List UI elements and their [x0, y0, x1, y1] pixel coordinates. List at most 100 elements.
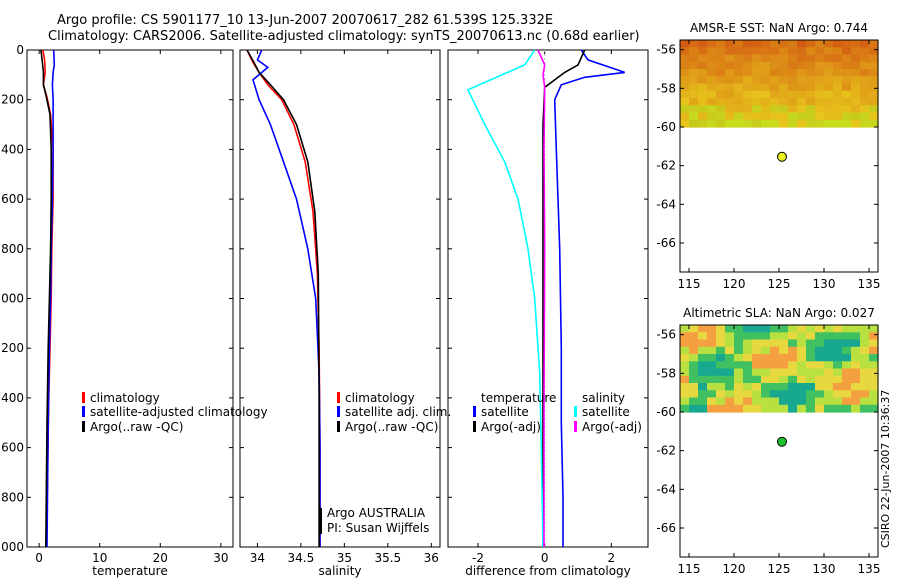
map-field-cell: [797, 375, 807, 384]
map-field-cell: [743, 346, 753, 355]
map-field-cell: [761, 112, 771, 121]
map-field-cell: [770, 361, 780, 370]
map-field-cell: [869, 40, 879, 48]
map-field-cell: [842, 397, 852, 406]
map-field-cell: [851, 368, 861, 377]
map-field-cell: [752, 397, 762, 406]
map-field-cell: [833, 83, 843, 92]
map-field-cell: [689, 339, 699, 348]
map-field-cell: [752, 76, 762, 85]
map-field-cell: [797, 112, 807, 121]
map-field-cell: [725, 90, 735, 99]
map-field-cell: [797, 69, 807, 77]
map-field-cell: [797, 61, 807, 70]
map-field-cell: [824, 383, 834, 391]
map-field-cell: [725, 332, 735, 341]
map-field-cell: [716, 361, 726, 370]
map-field-cell: [725, 112, 735, 121]
map-field-cell: [770, 83, 780, 92]
map-field-cell: [716, 332, 726, 341]
map-field-cell: [788, 61, 798, 70]
y-tick-label: -62: [656, 159, 676, 173]
map-field-cell: [680, 361, 690, 370]
map-field-cell: [761, 54, 771, 63]
map-field-cell: [842, 98, 852, 106]
map-field-cell: [851, 90, 861, 99]
map-field-cell: [860, 368, 870, 377]
map-field-cell: [833, 368, 843, 377]
map-field-cell: [698, 83, 708, 92]
map-field-cell: [815, 83, 825, 92]
map-field-cell: [734, 383, 744, 391]
map-field-cell: [698, 47, 708, 56]
map-field-cell: [707, 47, 717, 56]
map-field-cell: [698, 354, 708, 362]
map-field-cell: [743, 105, 753, 114]
map-panel-4: [679, 324, 879, 558]
map-field-cell: [797, 83, 807, 92]
map-field-cell: [824, 90, 834, 99]
map-field-cell: [779, 119, 789, 128]
map-field-cell: [752, 368, 762, 377]
map-field-cell: [833, 98, 843, 106]
map-field-cell: [851, 112, 861, 121]
map-field-cell: [770, 339, 780, 348]
legend-swatch: [473, 406, 476, 417]
series-line-temperature-satellite: [553, 49, 625, 547]
map-field-cell: [824, 404, 834, 413]
map-field-cell: [734, 83, 744, 92]
map-field-cell: [707, 90, 717, 99]
map-field-cell: [797, 332, 807, 341]
map-field-cell: [851, 383, 861, 391]
map-field-cell: [860, 90, 870, 99]
map-field-cell: [752, 383, 762, 391]
y-tick-label: -60: [656, 120, 676, 134]
map-field-cell: [797, 368, 807, 377]
map-field-cell: [761, 368, 771, 377]
series-line-climatology: [246, 49, 321, 547]
map-field-cell: [752, 61, 762, 70]
map-field-cell: [761, 83, 771, 92]
map-field-cell: [734, 61, 744, 70]
map-field-cell: [797, 47, 807, 56]
map-field-cell: [851, 346, 861, 355]
x-tick-label: 120: [723, 562, 746, 576]
map-field-cell: [815, 383, 825, 391]
annotation-argo-australia: Argo AUSTRALIA: [327, 506, 426, 520]
map-field-cell: [779, 346, 789, 355]
x-tick-label: -2: [472, 551, 484, 565]
map-field-cell: [752, 346, 762, 355]
map-field-cell: [833, 90, 843, 99]
map-field-cell: [689, 69, 699, 77]
map-field-cell: [698, 404, 708, 413]
map-field-cell: [752, 339, 762, 348]
map-field-cell: [734, 354, 744, 362]
map-field-cell: [851, 354, 861, 362]
map-field-cell: [788, 47, 798, 56]
map-field-cell: [860, 339, 870, 348]
map-field-cell: [851, 47, 861, 56]
map-field-cell: [797, 119, 807, 128]
map-field-cell: [779, 61, 789, 70]
map-field-cell: [833, 119, 843, 128]
map-field-cell: [806, 47, 816, 56]
map-field-cell: [815, 47, 825, 56]
x-tick-label: 34.5: [288, 551, 315, 565]
y-tick-label: -66: [656, 236, 676, 250]
y-tick-label: -56: [656, 43, 676, 57]
map-field-cell: [779, 375, 789, 384]
map-field-cell: [680, 375, 690, 384]
x-tick-label: 20: [153, 551, 168, 565]
map-field-cell: [788, 105, 798, 114]
map-field-cell: [824, 390, 834, 399]
map-field-cell: [734, 69, 744, 77]
map-title: AMSR-E SST: NaN Argo: 0.744: [690, 21, 868, 35]
x-tick-label: 125: [768, 277, 791, 291]
map-field-cell: [734, 76, 744, 85]
map-field-cell: [788, 346, 798, 355]
map-field-cell: [851, 105, 861, 114]
map-field-cell: [833, 40, 843, 48]
map-field-cell: [788, 404, 798, 413]
map-field-cell: [680, 83, 690, 92]
map-field-cell: [860, 332, 870, 341]
